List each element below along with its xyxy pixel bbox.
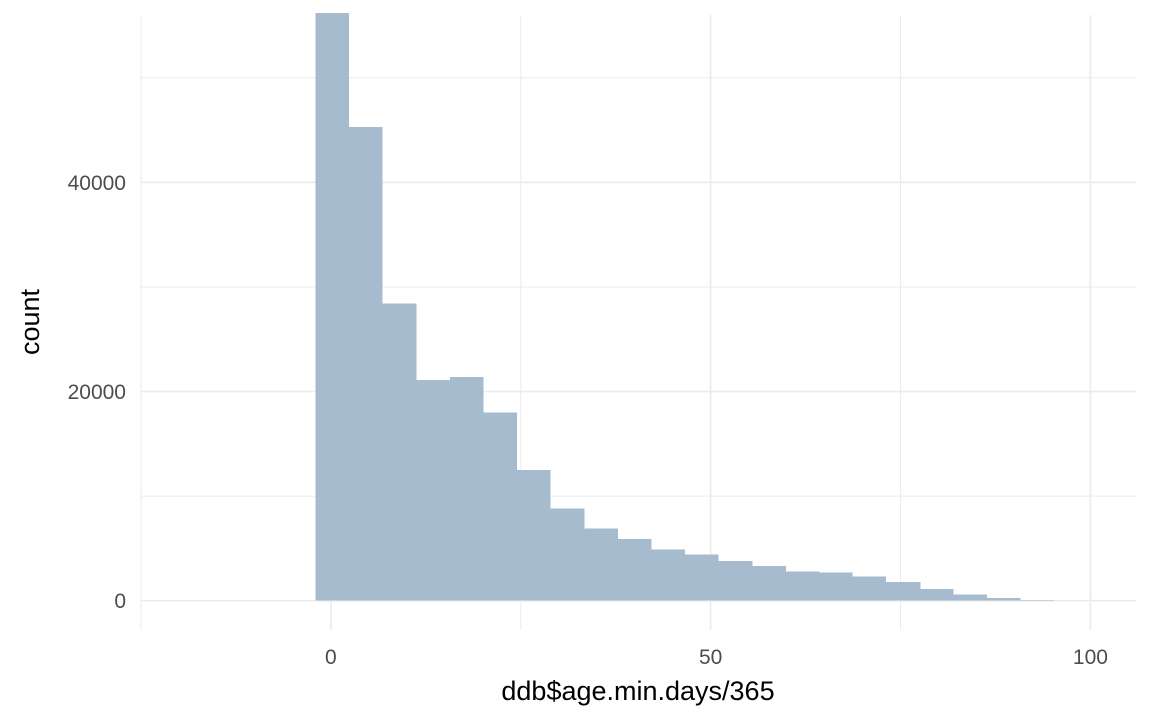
histogram-bar (886, 581, 921, 601)
x-axis-tick-labels: 0 50 100 (325, 646, 1108, 669)
histogram-bar (382, 303, 417, 601)
histogram-bar (852, 576, 887, 601)
histogram-bars (315, 12, 1054, 601)
histogram-bar (752, 566, 786, 601)
y-axis-tick-labels: 0 20000 40000 (68, 172, 126, 613)
y-tick-label: 40000 (68, 172, 126, 195)
x-tick-label: 100 (1073, 646, 1108, 669)
histogram-bar (416, 380, 451, 601)
y-tick-label: 20000 (68, 381, 126, 404)
histogram-bar (987, 598, 1021, 601)
histogram-bar (819, 572, 853, 601)
histogram-bar (584, 528, 618, 601)
histogram-bar (516, 469, 551, 601)
histogram-bar (684, 554, 719, 601)
histogram-bar (651, 549, 685, 601)
histogram-bar (953, 594, 988, 601)
x-tick-label: 50 (699, 646, 722, 669)
y-axis-title: count (15, 288, 45, 355)
histogram-bar (785, 571, 820, 601)
major-gridlines (141, 15, 1136, 630)
x-axis-title: ddb$age.min.days/365 (501, 676, 774, 706)
minor-gridlines (140, 15, 1136, 630)
histogram-bar (349, 126, 383, 601)
histogram-bar (718, 560, 753, 601)
histogram-bar (617, 539, 652, 601)
histogram-bar (920, 589, 954, 601)
histogram-bar (450, 376, 484, 601)
y-tick-label: 0 (114, 590, 126, 613)
histogram-bar (550, 508, 585, 601)
x-tick-label: 0 (325, 646, 337, 669)
histogram-bar (315, 12, 350, 601)
histogram-bar (483, 412, 517, 601)
histogram-bar (1020, 599, 1054, 601)
